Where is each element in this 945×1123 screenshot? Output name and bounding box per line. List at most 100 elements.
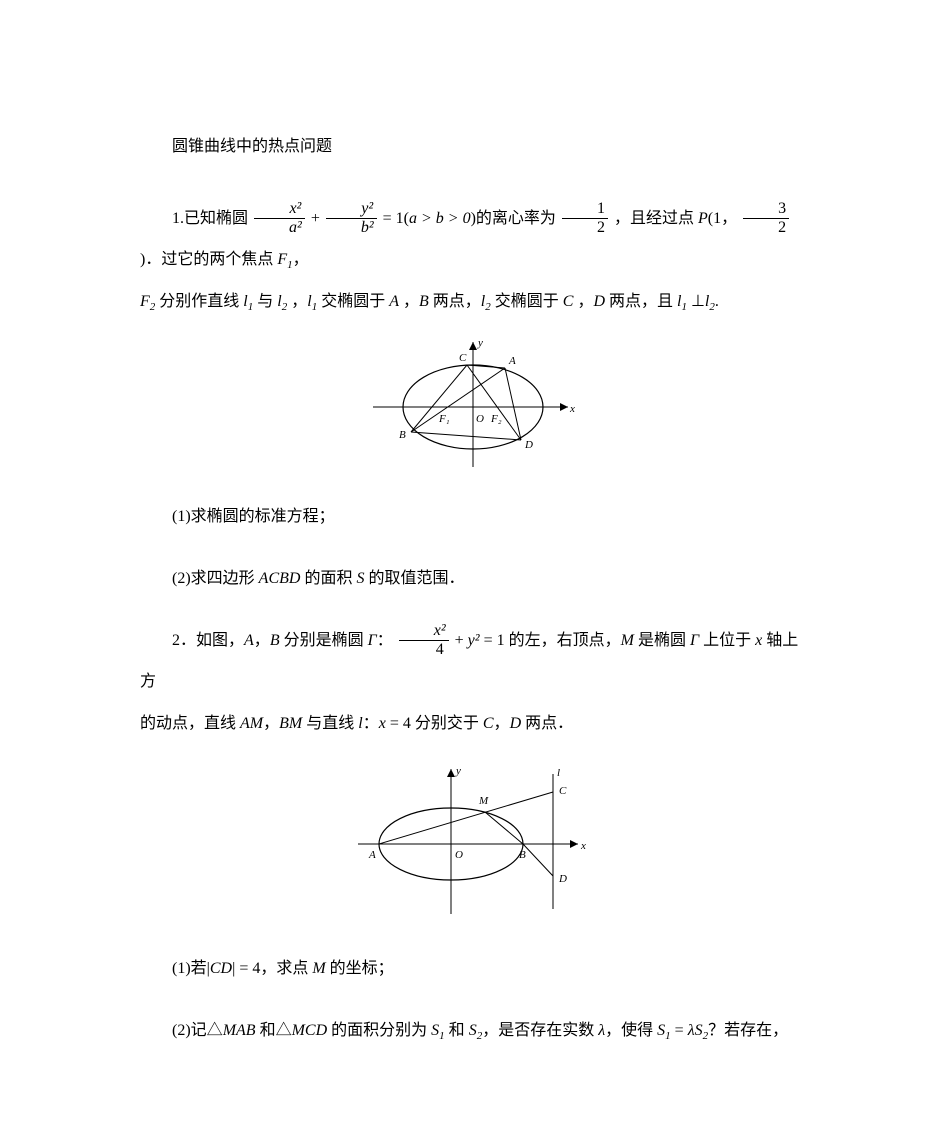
txt: 交椭圆于 [321, 293, 389, 310]
txt: 交椭圆于 [495, 293, 563, 310]
txt: ，使得 [605, 1022, 657, 1039]
M: M [312, 960, 325, 977]
cond: a > b > 0 [409, 210, 471, 227]
frac-den: b² [326, 219, 377, 236]
MAB: MAB [223, 1022, 256, 1039]
txt: 两点，且 [609, 293, 677, 310]
Gamma: Γ [368, 632, 377, 649]
txt: 分别作直线 [159, 293, 243, 310]
frac-den: 2 [743, 219, 789, 236]
txt: 和 [445, 1022, 469, 1039]
p-close: )．过它的两个焦点 [140, 251, 277, 268]
svg-text:O: O [476, 413, 484, 425]
svg-text:B: B [399, 429, 406, 441]
txt: ， [577, 293, 593, 310]
svg-text:A: A [508, 355, 516, 367]
q2-2: (2)记△MAB 和△MCD 的面积分别为 S1 和 S2，是否存在实数 λ，使… [140, 1010, 805, 1052]
AM: AM [240, 715, 263, 732]
frac-den: a² [254, 219, 305, 236]
txt: 分别是椭圆 [280, 632, 368, 649]
S1b: S [657, 1022, 665, 1039]
l1-sub: 1 [248, 301, 254, 313]
frac-num: x² [254, 201, 305, 219]
svg-text:y: y [455, 765, 461, 777]
end: . [715, 293, 719, 310]
txt: 的面积分别为 [327, 1022, 431, 1039]
problem-2-line2: 的动点，直线 AM，BM 与直线 l：x = 4 分别交于 C，D 两点． [140, 703, 805, 745]
F1: F [277, 251, 287, 268]
B: B [270, 632, 280, 649]
svg-text:x: x [569, 403, 575, 415]
svg-text:x: x [580, 840, 586, 852]
l2-sub: 2 [282, 301, 288, 313]
txt: ？若存在， [708, 1022, 788, 1039]
l1b-sub: 1 [312, 301, 318, 313]
txt: 两点， [433, 293, 481, 310]
B: B [419, 293, 429, 310]
page: 圆锥曲线中的热点问题 1.已知椭圆 x² a² + y² b² = 1(a > … [0, 0, 945, 1123]
y2: y² [468, 632, 484, 649]
problem-1: 1.已知椭圆 x² a² + y² b² = 1(a > b > 0)的离心率为… [140, 198, 805, 281]
txt: 的面积 [300, 570, 356, 587]
plus: + [311, 210, 324, 227]
S1: S [431, 1022, 439, 1039]
p1-lead: 1.已知椭圆 [172, 210, 248, 227]
perp: ⊥ [691, 293, 705, 310]
problem-2: 2．如图，A，B 分别是椭圆 Γ： x² 4 + y² = 1 的左，右顶点，M… [140, 620, 805, 703]
problem-1-line2: F2 分别作直线 l1 与 l2 ，l1 交椭圆于 A ，B 两点，l2 交椭圆… [140, 281, 805, 323]
C: C [563, 293, 574, 310]
txt: 的动点，直线 [140, 715, 240, 732]
txt: (1)若| [172, 960, 210, 977]
figure-1-svg: ABCDF₁F₂Oxy [363, 332, 583, 472]
spacer [140, 990, 805, 1010]
frac-num: y² [326, 201, 377, 219]
txt: 两点． [521, 715, 573, 732]
M: M [621, 632, 634, 649]
lambda2: λ [688, 1022, 695, 1039]
svg-text:C: C [459, 352, 467, 364]
P: P [698, 210, 708, 227]
p2-frac: x² 4 [399, 623, 449, 658]
frac-den: 2 [562, 219, 608, 236]
x: x [379, 715, 386, 732]
p1-frac-ecc: 1 2 [562, 201, 608, 236]
l1c-sub: 1 [681, 301, 687, 313]
txt: | = 4，求点 [232, 960, 312, 977]
D: D [593, 293, 605, 310]
txt: ， [403, 293, 419, 310]
svg-text:F₂: F₂ [490, 413, 502, 425]
frac-den: 4 [399, 641, 449, 658]
svg-text:D: D [524, 439, 533, 451]
txt: = 4 分别交于 [386, 715, 483, 732]
txt: 与直线 [302, 715, 358, 732]
txt: (2)记 [172, 1022, 207, 1039]
A: A [389, 293, 399, 310]
svg-text:O: O [455, 849, 463, 861]
txt: 上位于 [699, 632, 755, 649]
A: A [244, 632, 254, 649]
figure-2-svg: ABMCDOxyl [343, 754, 603, 924]
svg-text:A: A [368, 849, 376, 861]
F2: F [140, 293, 150, 310]
svg-text:D: D [558, 873, 567, 885]
MCD: MCD [292, 1022, 328, 1039]
l2b-sub: 2 [485, 301, 491, 313]
F2-sub: 2 [150, 301, 156, 313]
S2: S [469, 1022, 477, 1039]
q1-1: (1)求椭圆的标准方程； [140, 496, 805, 538]
eq: = 1( [383, 210, 409, 227]
svg-text:l: l [557, 767, 560, 779]
q1-2: (2)求四边形 ACBD 的面积 S 的取值范围． [140, 558, 805, 600]
p2-lead: 2．如图， [172, 632, 244, 649]
txt: 的坐标； [326, 960, 394, 977]
c: ， [254, 632, 270, 649]
txt: 和 [256, 1022, 276, 1039]
p1-frac-y2b2: y² b² [326, 201, 377, 236]
Gamma2: Γ [690, 632, 699, 649]
D: D [510, 715, 522, 732]
c: ， [494, 715, 510, 732]
svg-text:C: C [559, 785, 567, 797]
mid1: )的离心率为 [471, 210, 556, 227]
svg-text:M: M [478, 795, 489, 807]
p1-frac-x2a2: x² a² [254, 201, 305, 236]
